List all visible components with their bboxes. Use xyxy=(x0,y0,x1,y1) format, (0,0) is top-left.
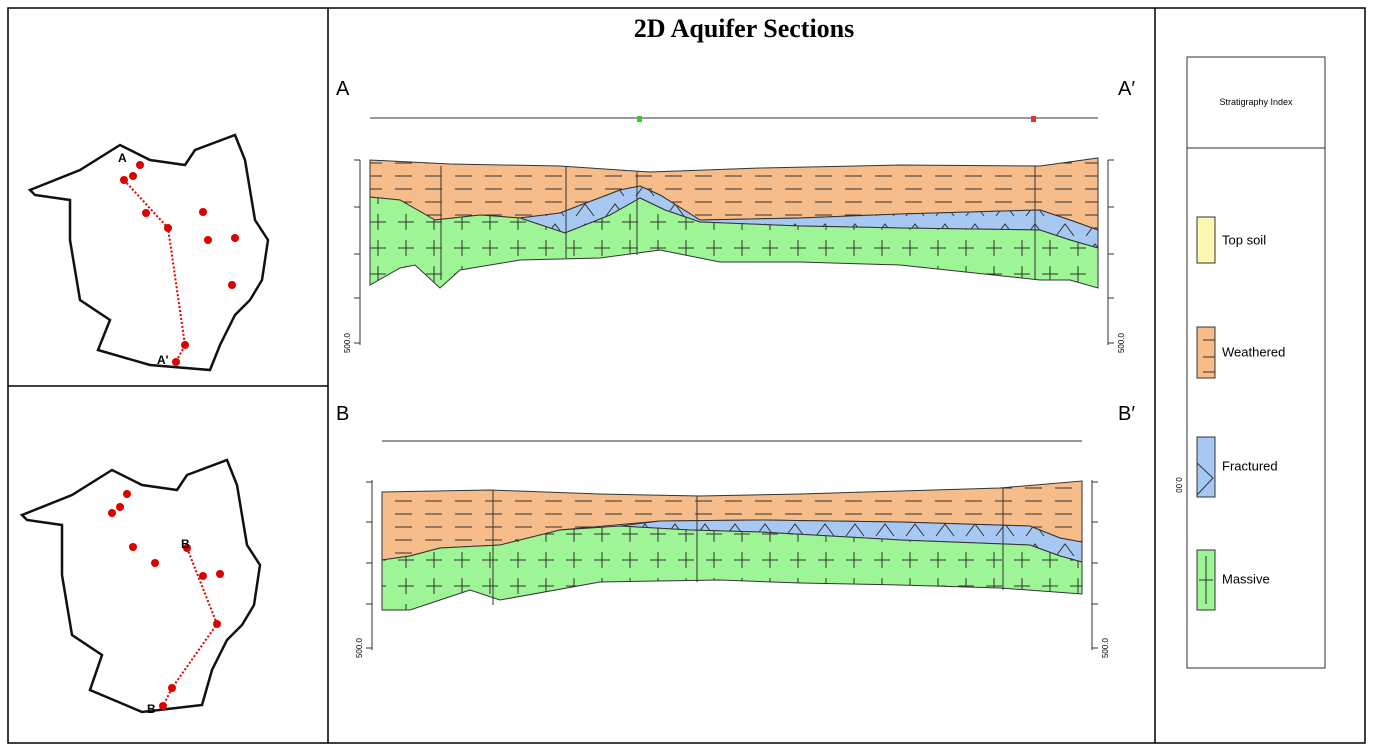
scale-label: 500.0 xyxy=(1101,637,1110,658)
section-start: B xyxy=(336,403,349,425)
legend-item: Top soil xyxy=(1222,232,1266,247)
map-label: B xyxy=(147,702,156,716)
map-b: B B xyxy=(22,460,260,716)
legend-item: Weathered xyxy=(1222,344,1285,359)
map-label: A' xyxy=(157,353,169,367)
legend-item: Fractured xyxy=(1222,458,1278,473)
map-label: B xyxy=(181,537,190,551)
section-start: A xyxy=(336,78,350,100)
section-end: B′ xyxy=(1118,403,1135,425)
legend-item: Massive xyxy=(1222,571,1270,586)
scale-label: 500.0 xyxy=(343,332,352,353)
legend-axis-label: 0.00 xyxy=(1174,477,1183,493)
section-a xyxy=(354,116,1114,345)
scale-label: 500.0 xyxy=(355,637,364,658)
legend-title: Stratigraphy Index xyxy=(1219,97,1293,107)
section-b xyxy=(366,441,1098,650)
map-a: A A' xyxy=(30,135,268,370)
page: 2D Aquifer Sections A A' B B A A′ 500.0 … xyxy=(0,0,1373,744)
map-label: A xyxy=(118,151,127,165)
section-end: A′ xyxy=(1118,78,1135,100)
title: 2D Aquifer Sections xyxy=(634,14,855,43)
scale-label: 500.0 xyxy=(1117,332,1126,353)
